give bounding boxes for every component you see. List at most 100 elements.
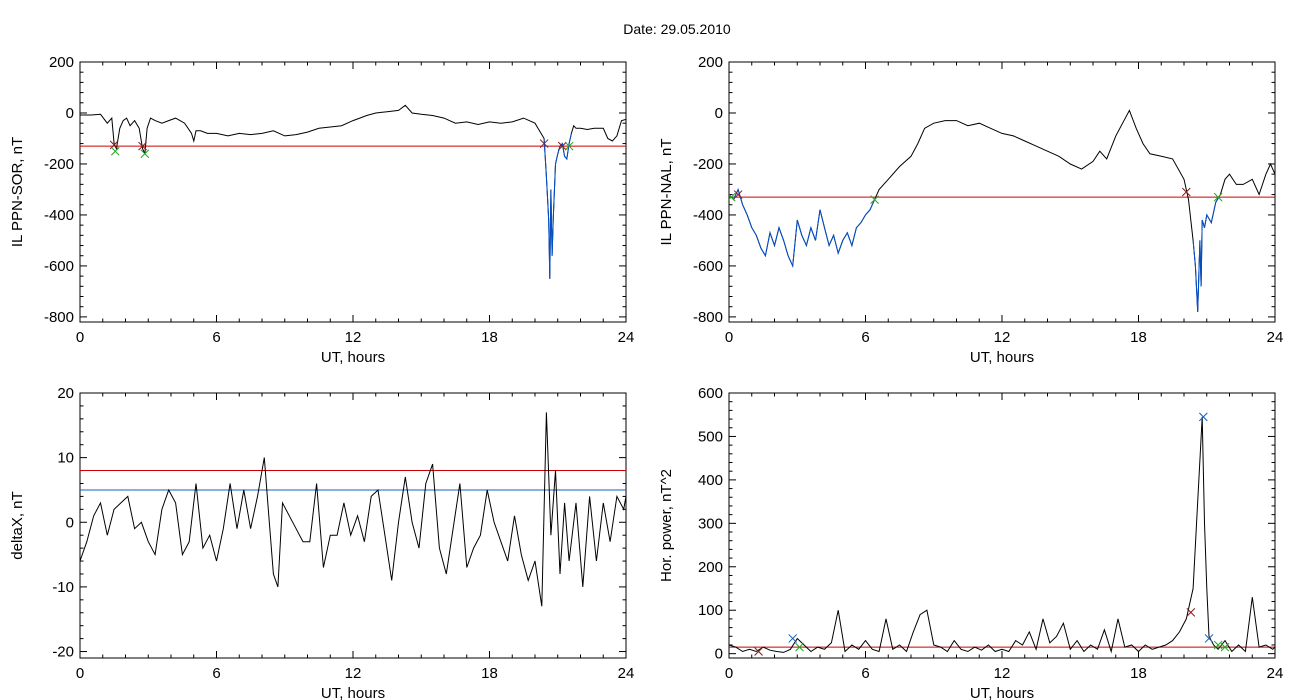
- plot-area: [729, 109, 1275, 312]
- event-marker: [138, 141, 147, 151]
- y-tick-label: 300: [698, 515, 723, 532]
- marker-stroke: [539, 139, 549, 148]
- event-marker: [140, 149, 150, 159]
- y-tick-label: 200: [49, 54, 74, 71]
- plot-frame: [728, 392, 1276, 659]
- x-axis-label: UT, hours: [970, 685, 1034, 700]
- x-tick-label: 24: [1267, 665, 1284, 682]
- marker-stroke: [1213, 640, 1223, 650]
- panel-nal: 0 6 12 18 24 -800 -600 -400 -200 0 200 UT, hours IL …: [658, 54, 1283, 366]
- marker-stroke: [754, 647, 763, 656]
- y-axis-label: Hor. power, nT^2: [658, 469, 675, 582]
- marker-stroke: [733, 190, 743, 199]
- x-tick-label: 18: [1130, 329, 1147, 346]
- plot-area: [729, 412, 1275, 656]
- y-tick-label: 0: [715, 105, 723, 122]
- series-line: [80, 412, 626, 607]
- x-tick-label: 12: [345, 665, 362, 682]
- x-axis-label: UT, hours: [321, 349, 385, 366]
- x-tick-label: 18: [481, 329, 498, 346]
- marker-stroke: [138, 141, 147, 151]
- event-segment-line: [729, 188, 876, 268]
- marker-stroke: [788, 634, 798, 643]
- y-tick-label: -400: [693, 207, 723, 224]
- x-tick-label: 0: [76, 329, 84, 346]
- y-tick-label: -10: [52, 579, 74, 596]
- x-tick-label: 0: [725, 329, 733, 346]
- event-marker: [1220, 642, 1230, 652]
- x-tick-label: 24: [1267, 329, 1284, 346]
- event-segment-line: [1192, 194, 1221, 312]
- marker-stroke: [1198, 412, 1208, 422]
- event-marker: [557, 141, 567, 151]
- event-marker: [1213, 192, 1223, 202]
- y-tick-label: 200: [698, 54, 723, 71]
- y-tick-label: -200: [44, 156, 74, 173]
- series-line: [80, 104, 626, 279]
- marker-stroke: [1204, 634, 1214, 643]
- event-marker: [1213, 640, 1223, 650]
- y-tick-label: -800: [44, 309, 74, 326]
- panel-deltax: 0 6 12 18 24 -20 -10 0 10 20 UT, hours deltaX, nT: [9, 385, 634, 700]
- event-marker: [870, 195, 879, 205]
- y-tick-label: -200: [693, 156, 723, 173]
- marker-stroke: [140, 149, 150, 159]
- x-tick-label: 24: [618, 665, 635, 682]
- x-tick-label: 6: [212, 665, 220, 682]
- y-axis-label: IL PPN-SOR, nT: [9, 137, 26, 247]
- y-tick-label: 0: [715, 646, 723, 663]
- x-tick-label: 6: [861, 329, 869, 346]
- y-axis-label: IL PPN-NAL, nT: [658, 139, 675, 246]
- event-marker: [1204, 634, 1214, 643]
- y-axis-label: deltaX, nT: [9, 491, 26, 559]
- y-tick-label: 0: [66, 105, 74, 122]
- event-marker: [788, 634, 798, 643]
- marker-stroke: [1220, 642, 1230, 652]
- plot-frame: [79, 61, 627, 323]
- y-tick-label: -20: [52, 644, 74, 661]
- marker-stroke: [1181, 187, 1191, 197]
- x-tick-label: 18: [481, 665, 498, 682]
- x-tick-label: 6: [861, 665, 869, 682]
- x-axis-label: UT, hours: [321, 685, 385, 700]
- event-marker: [733, 190, 743, 199]
- plot-frame: [728, 61, 1276, 323]
- event-marker: [754, 647, 763, 656]
- marker-stroke: [795, 642, 804, 652]
- marker-stroke: [1186, 608, 1196, 617]
- y-tick-label: 500: [698, 428, 723, 445]
- x-tick-label: 12: [994, 329, 1011, 346]
- plot-area: [80, 104, 626, 279]
- series-line: [729, 416, 1275, 654]
- x-tick-label: 0: [76, 665, 84, 682]
- event-marker: [1181, 187, 1191, 197]
- marker-stroke: [729, 192, 736, 201]
- y-tick-label: 600: [698, 385, 723, 402]
- event-marker: [1186, 608, 1196, 617]
- y-tick-label: 200: [698, 559, 723, 576]
- marker-stroke: [1213, 192, 1223, 202]
- y-tick-label: -600: [693, 258, 723, 275]
- event-marker: [564, 141, 574, 151]
- y-tick-label: -600: [44, 258, 74, 275]
- x-tick-label: 0: [725, 665, 733, 682]
- event-segment-line: [543, 133, 572, 279]
- marker-stroke: [557, 141, 567, 151]
- x-tick-label: 6: [212, 329, 220, 346]
- marker-stroke: [110, 146, 120, 156]
- event-marker: [1198, 412, 1208, 422]
- y-tick-label: 0: [66, 514, 74, 531]
- y-tick-label: 100: [698, 602, 723, 619]
- series-line: [729, 109, 1275, 312]
- y-tick-label: -400: [44, 207, 74, 224]
- x-axis-label: UT, hours: [970, 349, 1034, 366]
- x-tick-label: 12: [994, 665, 1011, 682]
- y-tick-label: -800: [693, 309, 723, 326]
- x-tick-label: 18: [1130, 665, 1147, 682]
- event-marker: [729, 192, 736, 202]
- event-marker: [539, 139, 549, 148]
- y-tick-label: 20: [57, 385, 74, 402]
- y-tick-label: 10: [57, 450, 74, 467]
- event-marker: [795, 642, 804, 652]
